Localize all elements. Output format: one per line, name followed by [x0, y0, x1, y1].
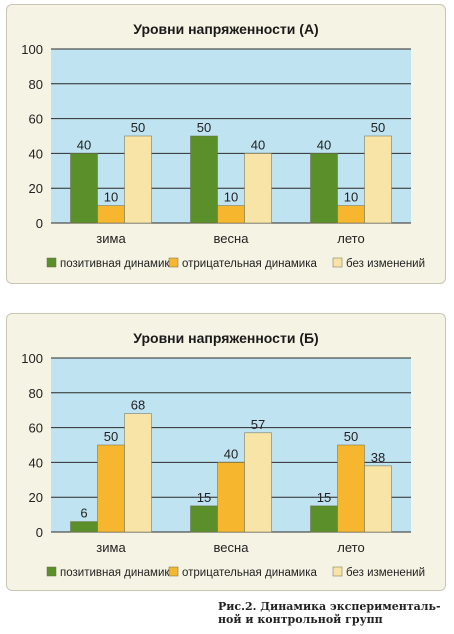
bar-b-summer-positive [310, 505, 338, 533]
legend-swatch-b-nochange [332, 566, 343, 577]
plot-area-a [51, 49, 411, 223]
y-tick-label-a-60: 60 [29, 112, 43, 127]
bar-a-spring-negative [217, 205, 245, 224]
caption-line-2: ной и контрольной групп [218, 613, 383, 626]
data-label-a-winter-negative: 10 [104, 190, 118, 205]
bar-chart-a: 0 20 40 60 80 100 40 10 50 зима 50 10 40 весна 40 10 50 л… [21, 42, 425, 270]
legend-label-a-positive: позитивная динамика [60, 258, 177, 270]
chart-panel-b: Уровни напряженности (Б) 0 20 40 60 80 100 6 50… [6, 313, 446, 591]
data-label-b-winter-nochange: 68 [131, 398, 145, 413]
x-tick-label-b-spring: весна [214, 540, 250, 555]
bar-a-summer-negative [337, 205, 365, 224]
legend-label-b-nochange: без изменений [346, 567, 425, 579]
legend-label-b-negative: отрицательная динамика [182, 567, 317, 579]
data-label-b-summer-positive: 15 [317, 490, 331, 505]
bar-b-summer-nochange [364, 465, 392, 533]
data-label-b-summer-nochange: 38 [371, 450, 385, 465]
bar-b-spring-negative [217, 462, 245, 533]
bar-b-summer-negative [337, 444, 365, 533]
y-tick-label-b-40: 40 [29, 455, 43, 470]
legend-swatch-a-positive [46, 257, 57, 268]
chart-panel-a: Уровни напряженности (А) 0 20 40 60 80 100 40 1… [6, 4, 446, 284]
chart-title-a: Уровни напряженности (А) [133, 21, 319, 37]
y-tick-label-a-0: 0 [36, 216, 43, 231]
chart-title-b: Уровни напряженности (Б) [133, 330, 319, 346]
bar-a-summer-positive [310, 153, 338, 224]
y-tick-label-b-20: 20 [29, 490, 43, 505]
data-label-a-spring-negative: 10 [224, 190, 238, 205]
data-label-a-summer-positive: 40 [317, 137, 331, 152]
legend-label-b-positive: позитивная динамика [60, 567, 177, 579]
legend-label-a-negative: отрицательная динамика [182, 258, 317, 270]
bar-a-summer-nochange [364, 135, 392, 224]
y-tick-label-b-100: 100 [21, 351, 43, 366]
y-tick-label-b-60: 60 [29, 421, 43, 436]
data-label-a-winter-positive: 40 [77, 137, 91, 152]
data-label-b-winter-negative: 50 [104, 429, 118, 444]
bar-a-winter-nochange [124, 135, 152, 224]
data-label-b-winter-positive: 6 [80, 506, 87, 521]
legend-swatch-a-nochange [332, 257, 343, 268]
bar-a-spring-positive [190, 135, 218, 224]
data-label-a-spring-positive: 50 [197, 120, 211, 135]
x-tick-label-a-spring: весна [214, 231, 250, 246]
x-tick-label-a-summer: лето [337, 231, 364, 246]
legend-label-a-nochange: без изменений [346, 258, 425, 270]
bar-b-winter-negative [97, 444, 125, 533]
bar-chart-b: 0 20 40 60 80 100 6 50 68 зима 15 40 57 весна 15 50 38 ле… [21, 351, 425, 579]
y-tick-label-a-100: 100 [21, 42, 43, 57]
x-tick-label-a-winter: зима [96, 231, 126, 246]
figure-caption: Рис.2. Динамика эксперименталь- ной и ко… [218, 600, 441, 626]
data-label-b-summer-negative: 50 [344, 429, 358, 444]
data-label-a-summer-nochange: 50 [371, 120, 385, 135]
y-tick-label-a-80: 80 [29, 77, 43, 92]
data-label-b-spring-positive: 15 [197, 490, 211, 505]
x-tick-label-b-winter: зима [96, 540, 126, 555]
legend-swatch-a-negative [168, 257, 179, 268]
bar-a-winter-negative [97, 205, 125, 224]
bar-b-spring-positive [190, 505, 218, 533]
y-tick-label-b-0: 0 [36, 525, 43, 540]
data-label-b-spring-negative: 40 [224, 446, 238, 461]
bar-a-winter-positive [70, 153, 98, 224]
bar-b-winter-positive [70, 521, 98, 533]
bar-a-spring-nochange [244, 153, 272, 224]
legend-swatch-b-positive [46, 566, 57, 577]
data-label-b-spring-nochange: 57 [251, 417, 265, 432]
caption-line-1: Рис.2. Динамика эксперименталь- [218, 600, 441, 613]
legend-swatch-b-negative [168, 566, 179, 577]
bar-b-spring-nochange [244, 432, 272, 533]
y-tick-label-a-40: 40 [29, 146, 43, 161]
x-tick-label-b-summer: лето [337, 540, 364, 555]
data-label-a-spring-nochange: 40 [251, 137, 265, 152]
y-tick-label-a-20: 20 [29, 181, 43, 196]
y-tick-label-b-80: 80 [29, 386, 43, 401]
data-label-a-summer-negative: 10 [344, 190, 358, 205]
bar-b-winter-nochange [124, 413, 152, 533]
data-label-a-winter-nochange: 50 [131, 120, 145, 135]
